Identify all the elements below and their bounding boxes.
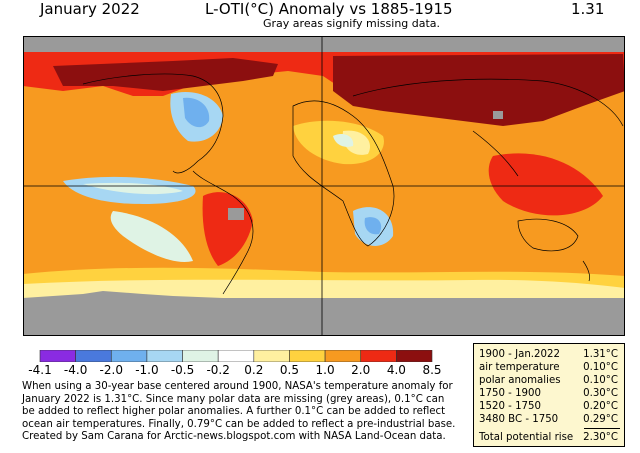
legend-tick-label: 8.5 [422,363,442,377]
table-row-value: 0.29°C [583,414,618,425]
note-line: When using a 30-year base centered aroun… [22,381,453,392]
arctic-missing-area [23,36,625,52]
legend-tick-label: 4.0 [386,363,406,377]
coastlines [82,73,624,295]
legend-tick-label: 0.2 [244,363,264,377]
table-row-value: 0.10°C [583,362,618,373]
table-row-label: Total potential rise [479,432,574,443]
legend-color-bar [39,350,433,362]
table-row-value: 1.31°C [583,349,618,360]
legend-tick-label: -1.0 [135,363,159,377]
legend-tick-label: 1.0 [315,363,335,377]
legend-swatch [110,350,148,362]
global-anomaly-value: 1.31 [571,0,605,18]
legend-swatch [289,350,326,362]
legend-swatch [396,350,433,362]
legend-tick-label: -0.2 [206,363,230,377]
table-row-value: 0.30°C [583,388,618,399]
note-line: be added to reflect higher polar anomali… [22,406,446,418]
north-america-hot-region [53,58,278,91]
legend-swatch [146,350,183,362]
legend-tick-label: -0.5 [170,363,195,377]
west-pacific-warm-region [488,153,603,216]
table-row: air temperature 0.10°C [474,361,626,374]
table-row-value: 0.10°C [583,375,618,386]
legend-swatch [75,350,112,362]
table-row-label: 1900 - Jan.2022 [479,349,560,360]
table-row: 1900 - Jan.2022 1.31°C [474,348,626,361]
note-line: Created by Sam Carana for Arctic-news.bl… [22,431,446,443]
table-row: 3480 BC - 1750 0.29°C [474,413,626,426]
table-row: 1750 - 1900 0.30°C [474,387,626,400]
note-line: January 2022 is 1.31°C. Since many polar… [22,393,445,405]
table-row-label: 1520 - 1750 [479,401,542,412]
legend-swatch [39,350,76,362]
map-subtitle: Gray areas signify missing data. [263,17,441,30]
map-title: L-OTI(°C) Anomaly vs 1885-1915 [205,0,453,18]
legend-tick-label: -4.1 [28,363,52,377]
legend-swatch [253,350,290,362]
table-row-label: 1750 - 1900 [479,388,542,399]
table-row: 1520 - 1750 0.20°C [474,400,626,413]
table-row: polar anomalies 0.10°C [474,374,626,387]
anomaly-map [23,36,625,336]
legend-swatch [217,350,255,362]
potential-rise-table: 1900 - Jan.2022 1.31°C air temperature 0.10… [473,343,625,447]
table-row-value: 0.20°C [583,401,618,412]
antarctic-missing-area [23,298,625,336]
note-line: ocean air temperatures. Finally, 0.79°C … [22,418,456,430]
legend-swatch [360,350,397,362]
table-row-label: 3480 BC - 1750 [479,414,559,425]
legend-tick-label: 2.0 [351,363,371,377]
table-row: Total potential rise 2.30°C [474,431,626,444]
legend-tick-label: -4.0 [63,363,88,377]
legend-swatch [182,350,219,362]
table-row-label: polar anomalies [479,375,561,386]
table-row-value: 2.30°C [583,432,618,443]
map-date: January 2022 [40,0,140,18]
eurasia-hot-region [333,54,625,126]
sum-divider [584,428,620,429]
legend-ticks: -4.1 -4.0 -2.0 -1.0 -0.5 -0.2 0.2 0.5 1.0 2.0 4.0 8… [0,363,442,377]
legend-swatch [324,350,362,362]
explanatory-note: When using a 30-year base centered aroun… [22,381,462,444]
legend-tick-label: -2.0 [99,363,123,377]
table-row-label: air temperature [479,362,560,373]
legend-tick-label: 0.5 [279,363,299,377]
